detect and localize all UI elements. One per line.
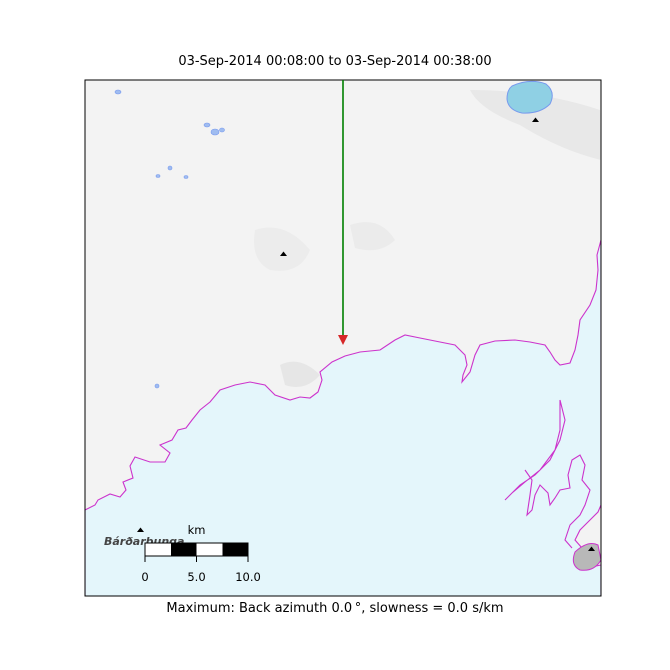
scale-segment [222, 543, 248, 556]
volcano-icon [137, 117, 595, 551]
ponds [114, 89, 225, 389]
scale-tick-label: 5.0 [187, 570, 205, 584]
scale-bar: km 0 5.0 10.0 [141, 523, 260, 584]
glacier-inlet [524, 454, 591, 549]
lake [506, 80, 553, 114]
glacier [85, 239, 601, 596]
ridge-shade-3 [470, 90, 601, 160]
scale-segment [171, 543, 197, 556]
plot-footer: Maximum: Back azimuth 0.0 °, slowness = … [166, 601, 504, 616]
ridge-shade [254, 227, 310, 271]
ridge-shade-2 [350, 222, 395, 251]
scale-tick-label: 10.0 [235, 570, 261, 584]
glacier-finger [504, 399, 566, 501]
arrow-head [338, 335, 348, 345]
ridge-shade-4 [280, 361, 320, 388]
plot-title: 03-Sep-2014 00:08:00 to 03-Sep-2014 00:3… [178, 54, 492, 69]
scale-unit: km [188, 523, 206, 537]
scale-tick-label: 0 [141, 570, 148, 584]
